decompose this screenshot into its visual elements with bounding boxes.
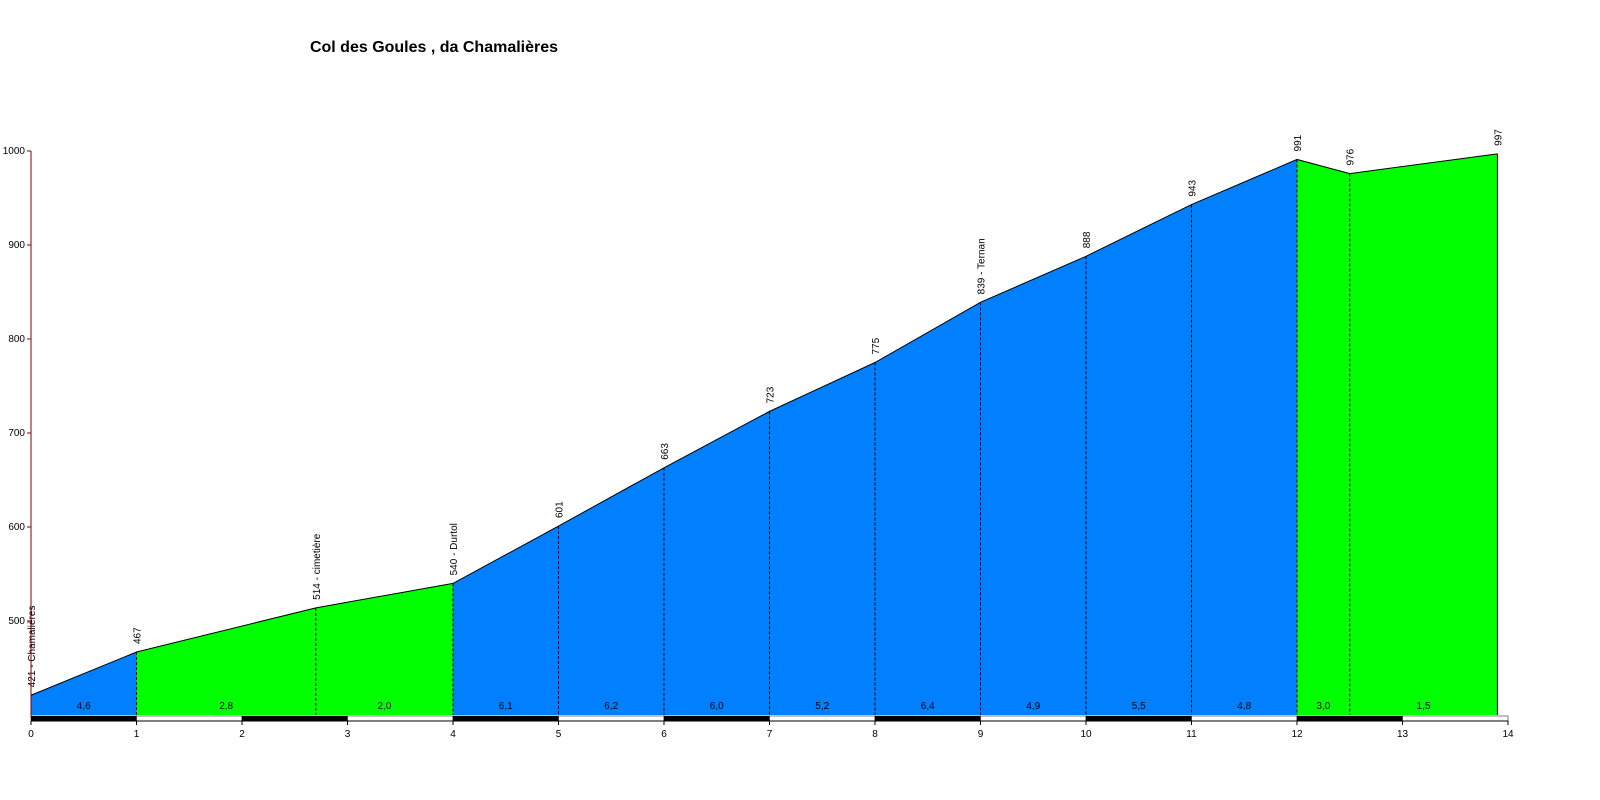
x-tick-label: 12 bbox=[1291, 729, 1303, 740]
segment-area bbox=[136, 607, 316, 715]
gradient-label: 4,6 bbox=[77, 701, 91, 712]
gradient-label: 2,0 bbox=[377, 701, 391, 712]
segment-area bbox=[769, 362, 875, 715]
gradient-label: 6,1 bbox=[499, 701, 513, 712]
km-strip bbox=[452, 715, 559, 722]
segment-area bbox=[1086, 204, 1192, 715]
y-tick-label: 1000 bbox=[3, 146, 26, 157]
segment-area bbox=[1297, 159, 1350, 715]
x-tick-label: 14 bbox=[1502, 729, 1514, 740]
x-tick-label: 10 bbox=[1080, 729, 1092, 740]
x-tick-label: 6 bbox=[661, 729, 667, 740]
x-tick-label: 13 bbox=[1397, 729, 1409, 740]
x-tick-label: 2 bbox=[239, 729, 245, 740]
point-label: 943 bbox=[1188, 179, 1199, 196]
point-label: 421 - Chamalières bbox=[27, 606, 38, 688]
segment-area bbox=[664, 411, 770, 715]
km-strip bbox=[347, 715, 454, 722]
segment-area bbox=[1349, 153, 1498, 715]
km-strip bbox=[30, 715, 137, 722]
segment-area bbox=[980, 256, 1086, 715]
km-strip bbox=[1296, 715, 1403, 722]
km-strip bbox=[980, 715, 1087, 722]
point-label: 997 bbox=[1493, 129, 1504, 146]
x-tick-label: 1 bbox=[134, 729, 140, 740]
gradient-label: 6,0 bbox=[710, 701, 724, 712]
km-strip bbox=[558, 715, 665, 722]
profile-line bbox=[30, 153, 1498, 696]
point-label: 723 bbox=[766, 386, 777, 403]
x-tick-label: 0 bbox=[28, 729, 34, 740]
y-tick-label: 700 bbox=[8, 428, 25, 439]
point-label: 775 bbox=[871, 337, 882, 354]
point-label: 839 - Ternan bbox=[977, 238, 988, 294]
km-strip bbox=[663, 715, 770, 722]
y-tick-label: 800 bbox=[8, 334, 25, 345]
x-tick-label: 4 bbox=[450, 729, 456, 740]
point-label: 991 bbox=[1293, 134, 1304, 151]
gradient-label: 1,5 bbox=[1417, 701, 1431, 712]
point-label: 540 - Durtol bbox=[449, 523, 460, 575]
x-tick-label: 5 bbox=[556, 729, 562, 740]
gradient-label: 4,8 bbox=[1237, 701, 1251, 712]
km-strip bbox=[1191, 715, 1298, 722]
point-label: 663 bbox=[660, 443, 671, 460]
segment-area bbox=[31, 652, 137, 715]
km-strip bbox=[136, 715, 243, 722]
point-label: 601 bbox=[555, 501, 566, 518]
x-tick-label: 11 bbox=[1186, 729, 1197, 740]
y-tick-label: 600 bbox=[8, 522, 25, 533]
km-strip bbox=[874, 715, 981, 722]
gradient-label: 5,2 bbox=[815, 701, 829, 712]
segment-area bbox=[558, 467, 664, 715]
gradient-label: 6,2 bbox=[604, 701, 618, 712]
x-tick-label: 3 bbox=[345, 729, 351, 740]
segment-area bbox=[875, 302, 981, 715]
gradient-label: 6,4 bbox=[921, 701, 935, 712]
chart-title: Col des Goules , da Chamalières bbox=[310, 39, 558, 56]
gradient-label: 5,5 bbox=[1132, 701, 1146, 712]
km-strip bbox=[241, 715, 348, 722]
x-tick-label: 7 bbox=[767, 729, 773, 740]
x-tick-label: 9 bbox=[978, 729, 984, 740]
point-label: 514 - cimetière bbox=[312, 533, 323, 600]
point-label: 976 bbox=[1346, 148, 1357, 165]
km-strip bbox=[1085, 715, 1192, 722]
point-label: 888 bbox=[1082, 231, 1093, 248]
y-tick-label: 500 bbox=[8, 616, 25, 627]
gradient-label: 2,8 bbox=[219, 701, 233, 712]
segment-area bbox=[1191, 159, 1297, 715]
segment-area bbox=[453, 526, 559, 715]
point-label: 467 bbox=[133, 627, 144, 644]
y-tick-label: 900 bbox=[8, 240, 25, 251]
gradient-label: 3,0 bbox=[1316, 701, 1330, 712]
km-strip bbox=[769, 715, 876, 722]
segment-area bbox=[315, 583, 453, 715]
gradient-label: 4,9 bbox=[1026, 701, 1040, 712]
km-strip bbox=[1402, 715, 1509, 722]
x-tick-label: 8 bbox=[872, 729, 878, 740]
